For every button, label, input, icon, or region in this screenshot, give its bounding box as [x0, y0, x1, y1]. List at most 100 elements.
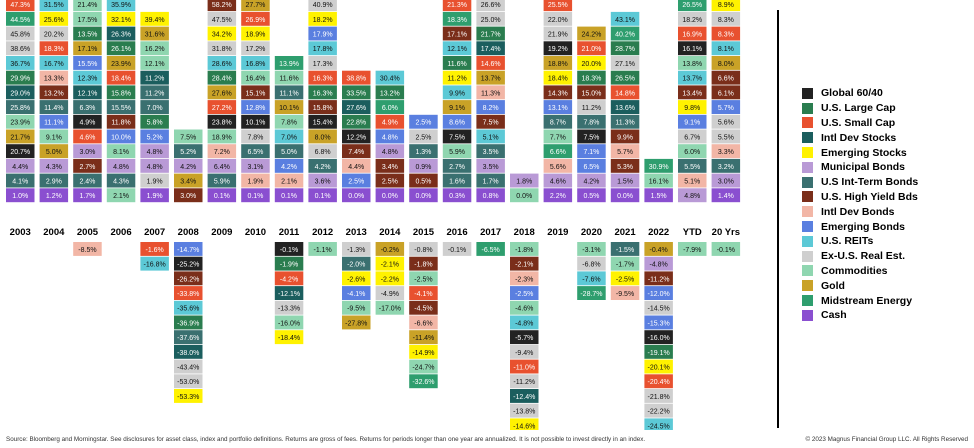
cell-2010-pos-10-label: 10.1%	[246, 120, 266, 127]
cell-2011-neg-6	[274, 330, 304, 345]
cell-YTD-pos-5-label: 13.8%	[682, 61, 702, 68]
legend-label: Cash	[821, 309, 847, 322]
cell-2022-neg-7	[644, 344, 673, 359]
cell-2020-pos-5	[577, 100, 606, 114]
legend-item: Cash	[802, 308, 918, 323]
cell-2017-pos-11	[476, 144, 505, 159]
cell-2004-pos-5	[39, 56, 69, 70]
cell-2004-pos-14	[39, 188, 69, 203]
cell-2022-neg-12-label: -24.5%	[648, 423, 670, 430]
legend-item: Emerging Bonds	[802, 219, 918, 234]
cell-20 Yrs-pos-3-label: 8.3%	[718, 31, 734, 38]
cell-2004-pos-6	[39, 70, 69, 85]
legend-swatch	[802, 191, 813, 203]
cell-YTD-pos-12-label: 5.5%	[684, 164, 700, 171]
cell-2020-pos-10	[577, 173, 606, 188]
cell-2010-pos-10	[241, 114, 270, 129]
cell-2008-pos-2	[174, 158, 203, 173]
cell-2018-neg-12	[510, 418, 539, 430]
cell-2011-neg-6-label: -18.4%	[278, 335, 300, 342]
cell-2013-neg-1-label: -2.0%	[347, 262, 365, 269]
cell-2022-neg-9-label: -20.4%	[648, 379, 670, 386]
cell-2014-pos-2	[375, 100, 405, 114]
cell-20 Yrs-pos-9	[711, 114, 741, 129]
cell-2013-pos-4-label: 12.2%	[346, 134, 366, 141]
cell-2006-pos-1	[106, 0, 136, 12]
cell-2010-pos-14	[241, 173, 270, 188]
cell-2003-pos-10-label: 21.7%	[10, 134, 30, 141]
year-label-2016: 2016	[446, 227, 467, 238]
year-label-2008: 2008	[178, 227, 199, 238]
cell-2022-neg-7-label: -19.1%	[648, 350, 670, 357]
cell-2012-pos-7-label: 15.8%	[313, 105, 333, 112]
cell-2015-neg-7	[409, 344, 438, 359]
cell-2005-pos-14-label: 1.7%	[79, 193, 95, 200]
cell-2012-pos-8	[308, 114, 337, 129]
cell-2018-neg-6	[510, 330, 539, 345]
cell-20 Yrs-pos-11	[711, 144, 741, 159]
cell-YTD-pos-9-label: 9.1%	[684, 120, 700, 127]
cell-2022-neg-6	[644, 330, 673, 345]
cell-2004-pos-13-label: 2.9%	[46, 178, 62, 185]
cell-2012-pos-1-label: 18.2%	[313, 17, 333, 24]
cell-2016-neg-0-label: -0.1%	[448, 247, 466, 254]
cell-2019-pos-3	[543, 11, 573, 26]
cell-2012-pos-6-label: 16.3%	[313, 90, 333, 97]
cell-2016-pos-2-label: 17.1%	[447, 31, 467, 38]
cell-2014-pos-5-label: 4.8%	[382, 149, 398, 156]
cell-2011-neg-3	[274, 286, 304, 300]
cell-20 Yrs-neg-0-label: -0.1%	[717, 247, 735, 254]
cell-2011-neg-2	[274, 271, 304, 286]
cell-2018-neg-5-label: -4.8%	[515, 320, 533, 327]
cell-2004-pos-7	[39, 85, 69, 100]
legend-item: U.S Int-Term Bonds	[802, 175, 918, 190]
cell-2016-pos-10	[442, 144, 472, 159]
cell-2022-neg-6-label: -16.0%	[648, 335, 670, 342]
cell-2015-pos-4	[409, 173, 438, 188]
cell-2012-pos-8-label: 15.4%	[313, 120, 333, 127]
cell-2018-neg-12-label: -14.6%	[513, 423, 535, 430]
copyright-note: © 2023 Magnus Financial Group LLC. All R…	[805, 436, 969, 443]
cell-2005-pos-1-label: 21.4%	[78, 2, 98, 9]
cell-2015-neg-4-label: -4.5%	[414, 306, 432, 313]
cell-2005-pos-14	[73, 188, 102, 203]
cell-2005-pos-9	[73, 114, 102, 129]
cell-2003-pos-12	[6, 158, 35, 173]
cell-2007-pos-0	[140, 11, 169, 26]
cell-2011-pos-7-label: 4.2%	[281, 164, 297, 171]
cell-2015-pos-1	[409, 129, 438, 144]
cell-2006-pos-1-label: 35.9%	[111, 2, 131, 9]
cell-2016-pos-8	[442, 114, 472, 129]
cell-2008-neg-7	[174, 344, 203, 359]
cell-2010-pos-9-label: 12.8%	[246, 105, 266, 112]
cell-2003-pos-11	[6, 144, 35, 159]
cell-YTD-pos-2-label: 18.2%	[682, 17, 702, 24]
cell-2016-pos-7	[442, 100, 472, 114]
cell-2010-pos-12	[241, 144, 270, 159]
cell-2005-neg-0-label: -8.5%	[78, 247, 96, 254]
cell-2008-pos-1	[174, 144, 203, 159]
cell-2011-pos-3	[274, 100, 304, 114]
cell-2012-pos-13	[308, 188, 337, 203]
cell-2018-neg-1	[510, 256, 539, 271]
cell-2005-pos-11	[73, 144, 102, 159]
cell-2007-pos-1	[140, 26, 169, 41]
cell-2005-pos-11-label: 3.0%	[79, 149, 95, 156]
cell-2006-pos-13-label: 4.3%	[113, 178, 129, 185]
cell-2017-pos-10	[476, 129, 505, 144]
cell-2021-pos-3	[610, 56, 640, 70]
cell-2018-neg-0	[510, 242, 539, 256]
cell-2015-neg-1-label: -1.8%	[414, 262, 432, 269]
cell-20 Yrs-pos-2-label: 8.3%	[718, 17, 734, 24]
cell-2006-pos-9	[106, 114, 136, 129]
cell-2016-pos-3-label: 12.1%	[447, 46, 467, 53]
cell-2022-neg-0-label: -0.4%	[650, 247, 668, 254]
cell-2021-pos-8	[610, 129, 640, 144]
cell-20 Yrs-pos-11-label: 3.3%	[718, 149, 734, 156]
cell-2003-pos-3-label: 45.8%	[10, 31, 30, 38]
cell-2009-pos-5-label: 31.8%	[212, 46, 232, 53]
year-label-2017: 2017	[480, 227, 501, 238]
cell-2005-pos-7-label: 12.1%	[78, 90, 98, 97]
cell-2010-pos-13-label: 3.1%	[247, 164, 263, 171]
cell-2003-pos-5	[6, 56, 35, 70]
